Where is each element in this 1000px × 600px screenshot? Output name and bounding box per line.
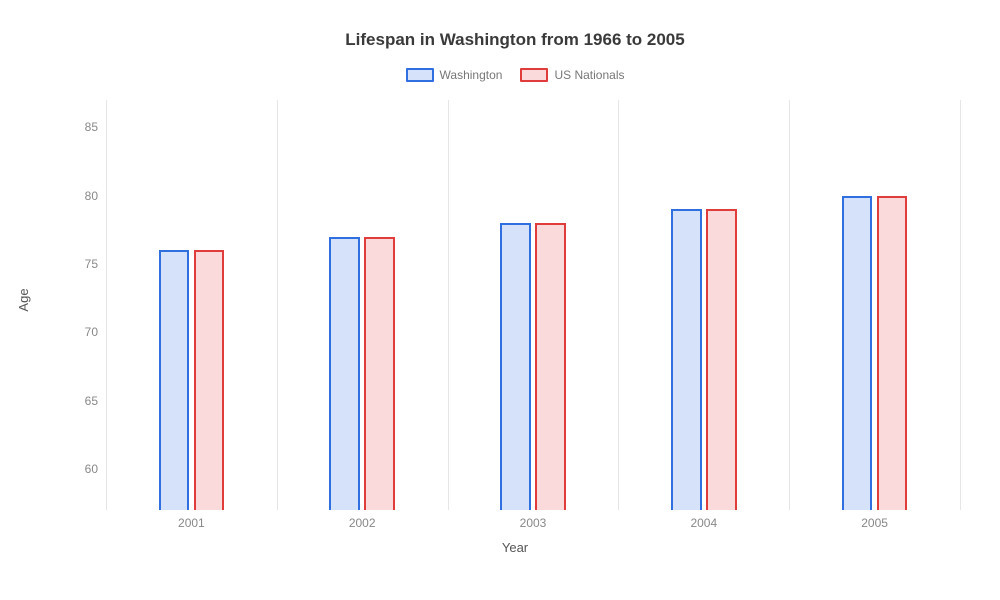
x-tick-label: 2001 [178,516,205,530]
y-axis-label: Age [16,288,31,311]
x-tick-label: 2005 [861,516,888,530]
gridline [277,100,278,510]
bar [194,250,225,510]
legend: Washington US Nationals [70,68,960,82]
bars-layer [106,100,960,510]
chart-container: Lifespan in Washington from 1966 to 2005… [0,0,1000,600]
y-tick-label: 85 [62,120,98,134]
gridline [618,100,619,510]
gridline [106,100,107,510]
y-tick-label: 70 [62,325,98,339]
bar [706,209,737,510]
gridline [960,100,961,510]
plot [106,100,960,510]
y-tick-label: 65 [62,394,98,408]
bar [159,250,190,510]
bar [842,196,873,510]
y-tick-label: 75 [62,257,98,271]
gridline [448,100,449,510]
x-axis: 2001 2002 2003 2004 2005 [106,510,960,536]
chart-title: Lifespan in Washington from 1966 to 2005 [70,30,960,50]
legend-label: Washington [440,68,503,82]
bar [877,196,908,510]
x-axis-label: Year [70,540,960,555]
x-tick-label: 2003 [520,516,547,530]
x-tick-label: 2004 [690,516,717,530]
y-axis: 606570758085 [70,100,106,510]
legend-label: US Nationals [554,68,624,82]
legend-item: Washington [406,68,503,82]
plot-area: 606570758085 [70,100,960,510]
bar [671,209,702,510]
y-tick-label: 80 [62,189,98,203]
y-tick-label: 60 [62,462,98,476]
bar [535,223,566,510]
x-tick-label: 2002 [349,516,376,530]
legend-swatch [406,68,434,82]
bar [364,237,395,510]
legend-swatch [520,68,548,82]
bar [329,237,360,510]
legend-item: US Nationals [520,68,624,82]
gridline [789,100,790,510]
bar [500,223,531,510]
